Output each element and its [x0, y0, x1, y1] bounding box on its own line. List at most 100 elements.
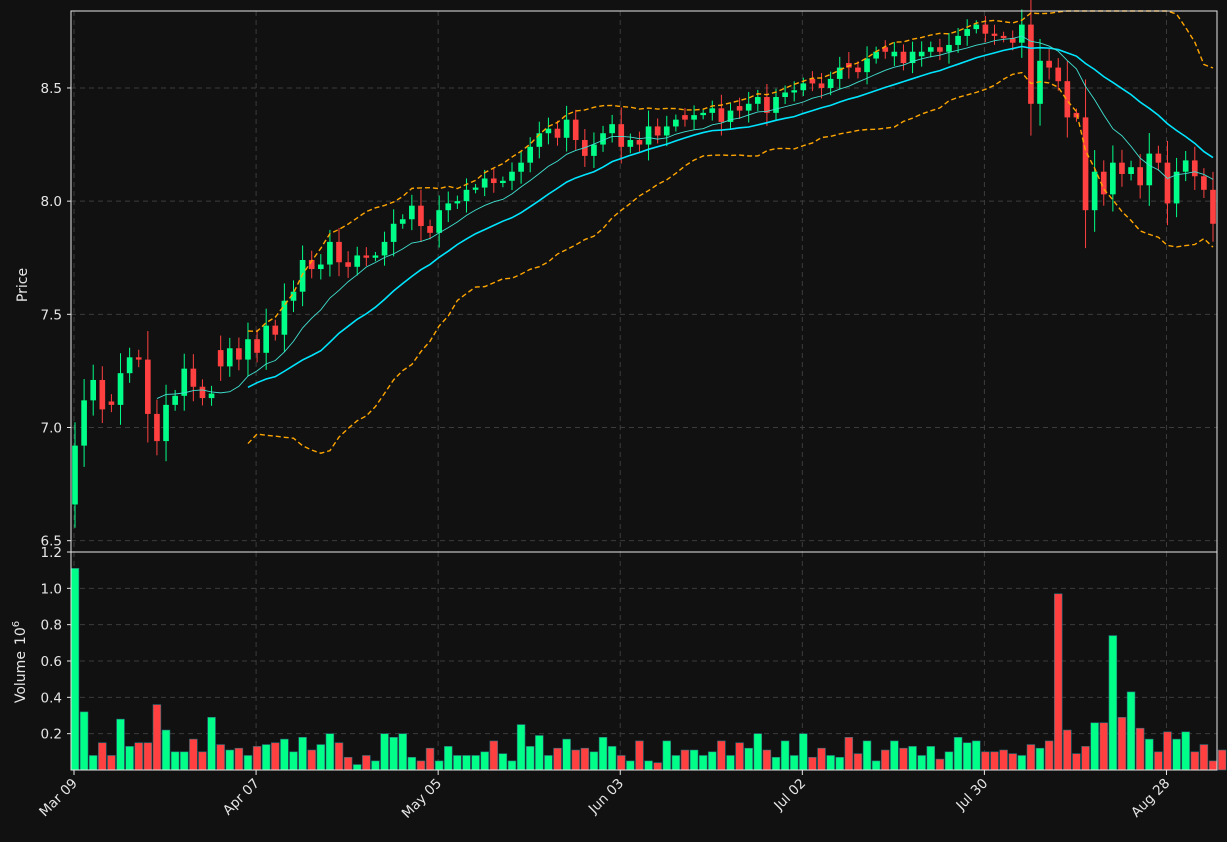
- candle: [1018, 9, 1025, 58]
- volume-bar: [189, 738, 198, 771]
- candle: [90, 364, 97, 416]
- candle: [381, 231, 388, 266]
- candle-body: [1055, 67, 1062, 82]
- volume-bar: [1044, 740, 1054, 771]
- volume-bar: [362, 755, 371, 771]
- volume-bar: [680, 749, 690, 771]
- candle: [927, 41, 934, 58]
- candle: [254, 329, 260, 363]
- volume-bar: [225, 749, 234, 771]
- candle: [500, 176, 506, 188]
- price-tick-label: 6.5: [41, 534, 62, 550]
- volume-bar: [289, 751, 298, 771]
- volume-bar: [325, 733, 335, 771]
- candle-body: [855, 67, 861, 73]
- candle-body: [764, 97, 770, 113]
- volume-tick-label: 1.2: [41, 545, 62, 561]
- candle: [308, 250, 315, 279]
- volume-bar: [216, 744, 225, 771]
- volume-bar: [398, 733, 407, 771]
- volume-bar: [316, 744, 326, 771]
- candle-body: [937, 47, 943, 52]
- candle: [1091, 150, 1098, 232]
- volume-bar: [353, 764, 362, 771]
- candle-body: [773, 97, 779, 113]
- candle: [372, 251, 379, 262]
- volume-bar: [243, 755, 253, 771]
- candle-body: [254, 339, 260, 353]
- candle: [327, 229, 333, 277]
- candle-body: [718, 108, 725, 122]
- volume-bar: [1090, 722, 1099, 771]
- volume-bar: [462, 755, 471, 771]
- candle-body: [1119, 162, 1125, 174]
- volume-bar: [926, 746, 935, 771]
- candle-body: [154, 413, 160, 442]
- candle: [536, 121, 543, 159]
- candle: [909, 41, 916, 74]
- candle-body: [900, 51, 907, 64]
- volume-bar: [881, 749, 890, 771]
- candle: [982, 15, 989, 43]
- volume-bar: [589, 751, 599, 771]
- volume-bar: [125, 746, 134, 771]
- candle-body: [381, 241, 388, 256]
- price-axis-title: Price: [15, 268, 31, 302]
- price-grid: [71, 11, 1217, 552]
- candle: [72, 422, 78, 528]
- volume-tick-label: 0.6: [41, 654, 62, 670]
- candle-body: [1028, 24, 1034, 104]
- volume-bar: [708, 751, 717, 771]
- ma-short-line: [156, 35, 1214, 399]
- volume-bar: [544, 755, 553, 771]
- candle: [117, 353, 124, 425]
- candle: [354, 246, 361, 276]
- candle-body: [390, 223, 397, 242]
- volume-bar: [334, 742, 344, 771]
- volume-bar: [143, 742, 153, 771]
- candle-body: [163, 404, 169, 442]
- volume-tick-label: 0.4: [41, 690, 62, 706]
- volume-bar: [1035, 747, 1045, 771]
- band-upper-line: [247, 10, 1214, 333]
- volume-bar: [1117, 717, 1127, 771]
- volume-bar: [271, 742, 280, 771]
- volume-bar: [1163, 731, 1172, 771]
- volume-bar: [853, 753, 863, 771]
- volume-bar: [1072, 753, 1081, 771]
- volume-bar: [726, 755, 735, 771]
- candle: [317, 254, 324, 280]
- candle: [955, 27, 961, 53]
- volume-bar: [425, 747, 435, 771]
- volume-bar: [553, 747, 562, 771]
- candle: [764, 84, 770, 126]
- candle-body: [754, 97, 761, 104]
- candle: [918, 41, 925, 67]
- candle: [263, 308, 270, 370]
- candle-body: [1155, 153, 1162, 163]
- candle-body: [1146, 153, 1153, 186]
- candle-body: [618, 124, 625, 147]
- candle-body: [436, 210, 442, 233]
- candle: [1028, 0, 1034, 136]
- candle: [527, 137, 534, 173]
- volume-bar: [1126, 691, 1136, 771]
- candle: [1191, 146, 1198, 190]
- candle-body: [272, 325, 279, 335]
- candle: [290, 280, 297, 313]
- volume-axis-label: Volume: [13, 651, 29, 703]
- candle: [836, 56, 843, 90]
- candle-body: [263, 325, 270, 353]
- volume-bar: [762, 749, 772, 771]
- candle: [190, 354, 197, 402]
- candle: [81, 379, 87, 467]
- candle-body: [363, 255, 370, 258]
- candle: [618, 107, 625, 164]
- candle-body: [955, 35, 961, 45]
- candle-body: [873, 51, 879, 59]
- candle: [1082, 79, 1089, 249]
- candle: [518, 150, 524, 184]
- volume-bar: [753, 733, 763, 771]
- volume-bar: [1099, 722, 1108, 771]
